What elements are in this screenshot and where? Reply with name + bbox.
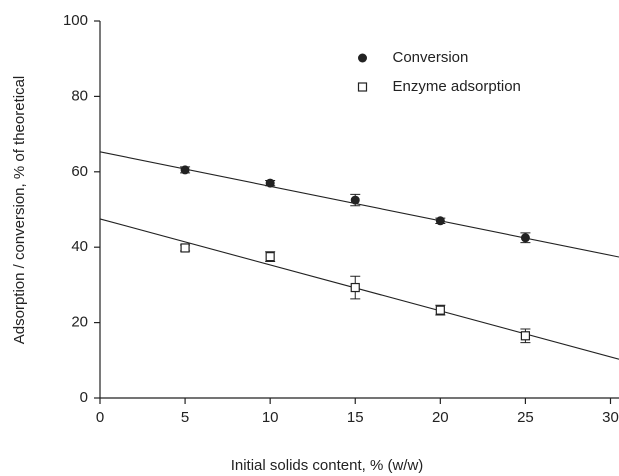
fit-line (99, 151, 619, 258)
y-axis-label: Adsorption / conversion, % of theoretica… (11, 76, 28, 344)
y-tick-label: 100 (63, 12, 88, 29)
legend-label: Conversion (393, 49, 469, 66)
data-point (520, 331, 531, 341)
y-tick-label: 60 (71, 163, 88, 180)
data-point (435, 305, 445, 315)
legend-marker (357, 82, 368, 92)
data-point (265, 178, 275, 188)
y-tick-label: 40 (71, 238, 88, 255)
x-tick-label: 25 (517, 409, 534, 426)
y-tick-label: 0 (80, 389, 88, 406)
legend-marker (358, 53, 367, 63)
data-point (435, 216, 445, 226)
x-tick-label: 10 (262, 409, 279, 426)
x-tick-label: 5 (181, 409, 189, 426)
x-tick-label: 0 (96, 409, 104, 426)
x-tick-label: 30 (602, 409, 619, 426)
legend-label: Enzyme adsorption (393, 78, 521, 95)
x-tick-label: 20 (432, 409, 449, 426)
y-tick-label: 20 (71, 314, 88, 331)
data-point (180, 165, 190, 175)
data-point (350, 282, 360, 293)
y-tick-label: 80 (71, 87, 88, 104)
data-point (350, 195, 360, 205)
x-axis-label: Initial solids content, % (w/w) (231, 457, 424, 474)
data-point (180, 243, 190, 253)
data-point (520, 233, 530, 243)
x-tick-label: 15 (347, 409, 364, 426)
data-point (265, 252, 275, 262)
